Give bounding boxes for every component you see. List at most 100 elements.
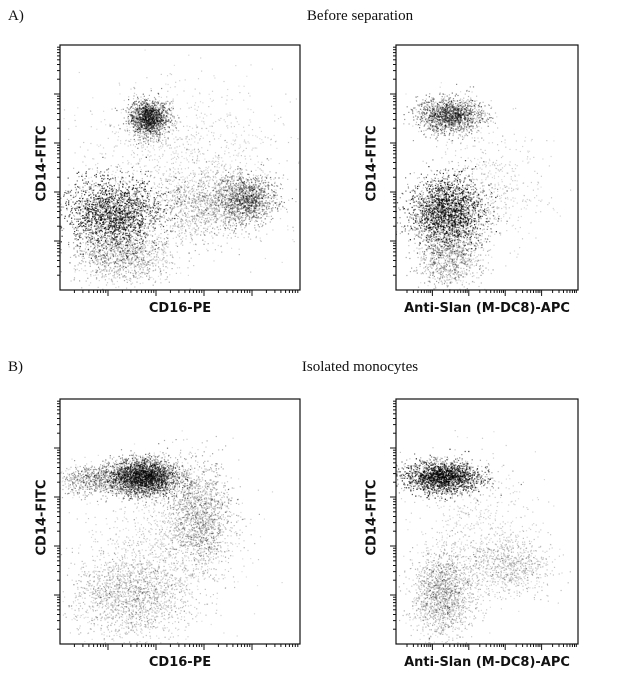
scatter-point bbox=[88, 208, 90, 210]
scatter-point bbox=[83, 205, 85, 207]
scatter-point bbox=[84, 219, 86, 222]
scatter-point bbox=[157, 119, 159, 121]
scatter-point bbox=[110, 213, 112, 215]
scatter-point bbox=[156, 109, 158, 111]
scatter-point bbox=[79, 248, 81, 250]
scatter-point bbox=[153, 130, 155, 133]
scatter-point bbox=[100, 229, 102, 231]
scatter-point bbox=[137, 127, 139, 129]
scatter-point bbox=[117, 194, 119, 196]
scatter-point bbox=[139, 107, 141, 109]
scatter-point bbox=[70, 198, 72, 201]
scatter-point bbox=[134, 247, 136, 250]
scatter-point bbox=[136, 179, 138, 181]
scatter-point bbox=[96, 214, 98, 216]
scatter-point bbox=[115, 191, 117, 193]
scatter-point bbox=[100, 198, 102, 200]
scatter-point bbox=[121, 221, 124, 223]
scatter-point bbox=[148, 111, 150, 113]
scatter-point bbox=[147, 122, 149, 125]
scatter-point bbox=[123, 216, 125, 218]
scatter-point bbox=[145, 116, 147, 118]
scatter-point bbox=[145, 112, 147, 114]
scatter-point bbox=[142, 195, 144, 198]
scatter-point bbox=[144, 211, 146, 213]
scatter-point bbox=[161, 87, 163, 90]
scatter-point bbox=[135, 210, 137, 212]
scatter-point bbox=[66, 208, 68, 210]
scatter-point bbox=[125, 232, 127, 234]
scatter-point bbox=[69, 191, 72, 193]
scatter-point bbox=[74, 238, 76, 240]
scatter-point bbox=[66, 208, 68, 210]
scatter-point bbox=[155, 112, 158, 114]
scatter-point bbox=[145, 117, 147, 119]
scatter-point bbox=[135, 181, 137, 183]
scatter-point bbox=[156, 206, 158, 209]
scatter-point bbox=[108, 218, 110, 220]
scatter-point bbox=[114, 224, 116, 226]
scatter-point bbox=[139, 110, 141, 112]
scatter-point bbox=[144, 105, 146, 107]
scatter-point bbox=[150, 123, 152, 126]
scatter-point bbox=[144, 250, 147, 252]
scatter-point bbox=[95, 228, 97, 230]
scatter-point bbox=[172, 107, 174, 109]
scatter-point bbox=[157, 218, 159, 220]
scatter-point bbox=[98, 204, 100, 206]
scatter-point bbox=[113, 214, 116, 216]
scatter-point bbox=[146, 211, 148, 214]
scatter-point bbox=[95, 214, 97, 217]
scatter-point bbox=[137, 233, 139, 235]
scatter-point bbox=[150, 174, 152, 177]
scatter-point bbox=[145, 130, 147, 132]
scatter-point bbox=[101, 206, 103, 208]
scatter-point bbox=[117, 229, 119, 231]
scatter-point bbox=[118, 197, 120, 199]
scatter-point bbox=[92, 233, 94, 235]
scatter-point bbox=[109, 217, 111, 219]
scatter-point bbox=[143, 199, 145, 202]
scatter-point bbox=[140, 226, 142, 228]
scatter-point bbox=[148, 104, 150, 106]
scatter-point bbox=[130, 113, 132, 116]
scatter-point bbox=[179, 121, 181, 123]
scatter-point bbox=[93, 201, 95, 203]
scatter-point bbox=[152, 246, 154, 248]
scatter-point bbox=[158, 100, 160, 102]
scatter-point bbox=[79, 200, 81, 202]
scatter-point bbox=[148, 199, 150, 201]
scatter-point bbox=[102, 219, 104, 221]
scatter-point bbox=[116, 222, 118, 224]
scatter-point bbox=[112, 225, 114, 227]
scatter-point bbox=[71, 217, 73, 219]
scatter-point bbox=[144, 191, 146, 193]
scatter-point bbox=[143, 189, 145, 191]
scatter-point bbox=[133, 121, 135, 123]
scatter-point bbox=[96, 222, 98, 224]
scatter-point bbox=[136, 195, 138, 197]
scatter-point bbox=[102, 184, 105, 187]
scatter-point bbox=[142, 116, 144, 118]
scatter-point bbox=[92, 243, 94, 245]
scatter-point bbox=[84, 185, 86, 187]
scatter-point bbox=[144, 110, 146, 112]
scatter-point bbox=[103, 227, 105, 230]
scatter-point bbox=[80, 210, 82, 212]
scatter-point bbox=[156, 129, 158, 131]
scatter-point bbox=[139, 234, 141, 236]
scatter-point bbox=[111, 226, 113, 228]
scatter-point bbox=[98, 186, 100, 188]
scatter-point bbox=[145, 137, 147, 139]
scatter-point bbox=[76, 227, 78, 229]
scatter-point bbox=[139, 239, 141, 241]
scatter-point bbox=[113, 201, 116, 203]
scatter-point bbox=[144, 185, 146, 187]
scatter-point bbox=[130, 114, 132, 116]
scatter-point bbox=[153, 135, 155, 137]
scatter-point bbox=[149, 113, 151, 115]
scatter-point bbox=[85, 236, 87, 238]
scatter-point bbox=[100, 230, 102, 232]
scatter-point bbox=[146, 117, 148, 119]
scatter-point bbox=[110, 220, 112, 222]
